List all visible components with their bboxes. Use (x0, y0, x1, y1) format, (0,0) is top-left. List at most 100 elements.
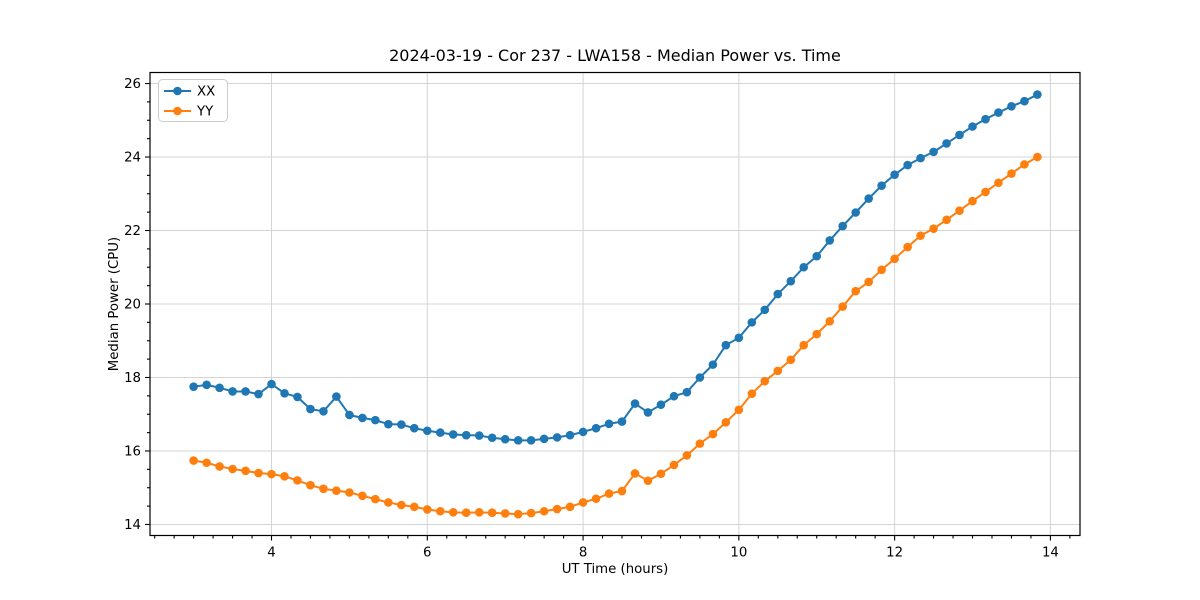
tick-label-layer: 4 6 8 10 12 14 14 16 18 20 22 24 26 (124, 77, 1059, 560)
legend-label-yy: YY (196, 105, 214, 120)
data-point-xx (903, 160, 912, 170)
data-point-yy (877, 265, 886, 275)
data-point-xx (578, 427, 588, 437)
data-point-xx (280, 388, 289, 398)
data-point-yy (500, 509, 510, 518)
data-point-xx (812, 251, 822, 261)
data-point-xx (981, 114, 990, 124)
data-point-xx (371, 415, 380, 425)
data-point-xx (864, 194, 873, 203)
data-point-yy (461, 508, 471, 518)
data-point-yy (293, 476, 302, 485)
y-axis-label: Median Power (CPU) (107, 237, 122, 371)
data-point-yy (241, 466, 250, 476)
y-tick-label-22: 22 (124, 224, 141, 239)
y-tick-label-16: 16 (124, 444, 141, 459)
y-tick-label-20: 20 (124, 298, 141, 313)
data-point-yy (734, 405, 744, 415)
data-point-xx (734, 333, 744, 343)
data-point-xx (721, 340, 731, 350)
data-point-xx (890, 170, 899, 179)
data-point-yy (669, 460, 679, 470)
legend-entry-yy: YY (164, 105, 214, 120)
y-tick-label-18: 18 (124, 371, 141, 386)
data-point-yy (306, 480, 315, 490)
data-point-xx (630, 399, 640, 408)
legend-marker-xx (173, 86, 182, 96)
data-point-xx (228, 387, 237, 396)
data-point-xx (747, 318, 757, 327)
data-point-yy (994, 178, 1003, 188)
data-point-yy (955, 206, 964, 215)
data-point-xx (916, 153, 925, 163)
data-point-yy (332, 486, 341, 495)
series-layer (189, 90, 1042, 519)
data-point-xx (682, 387, 692, 397)
data-point-yy (189, 456, 198, 465)
x-tick-label-4: 4 (267, 546, 275, 561)
data-point-yy (929, 224, 938, 233)
data-point-xx (968, 122, 977, 131)
data-point-xx (799, 262, 809, 272)
data-point-yy (708, 429, 718, 439)
data-point-xx (617, 417, 627, 426)
data-point-yy (215, 462, 224, 471)
data-point-xx (825, 236, 835, 245)
legend-frame (158, 79, 228, 122)
data-point-yy (916, 231, 925, 240)
data-point-xx (877, 181, 886, 190)
data-point-yy (578, 498, 588, 507)
data-point-xx (319, 407, 328, 416)
data-point-xx (851, 208, 860, 217)
data-point-xx (591, 423, 601, 433)
x-tick-label-8: 8 (579, 546, 587, 561)
data-point-yy (345, 488, 354, 497)
series-line-xx (193, 93, 1038, 442)
data-point-xx (267, 379, 276, 389)
data-point-xx (461, 430, 471, 440)
data-point-xx (604, 419, 614, 429)
data-point-yy (890, 254, 899, 264)
data-point-xx (500, 434, 510, 444)
data-point-xx (838, 221, 847, 231)
data-point-yy (812, 329, 822, 339)
legend-label-xx: XX (197, 85, 215, 100)
x-tick-label-6: 6 (423, 546, 431, 561)
data-point-xx (474, 431, 484, 440)
data-point-xx (929, 147, 938, 157)
data-point-yy (747, 389, 757, 398)
data-point-xx (1020, 96, 1029, 106)
data-point-xx (189, 382, 198, 391)
data-point-xx (422, 426, 432, 436)
data-point-yy (695, 439, 705, 448)
data-point-yy (228, 464, 237, 474)
data-point-yy (799, 340, 809, 350)
x-tick-label-10: 10 (730, 546, 747, 561)
data-point-yy (604, 489, 614, 498)
x-axis-label: UT Time (hours) (562, 562, 669, 577)
data-point-yy (422, 505, 432, 514)
data-point-yy (1020, 160, 1029, 169)
x-tick-label-14: 14 (1042, 546, 1059, 561)
data-point-xx (955, 130, 964, 140)
data-point-yy (643, 476, 653, 486)
data-point-yy (656, 469, 666, 479)
data-point-yy (202, 458, 211, 468)
data-point-xx (293, 392, 302, 402)
data-point-yy (358, 491, 367, 501)
data-point-yy (682, 451, 692, 460)
data-point-yy (552, 504, 562, 514)
data-point-xx (1007, 102, 1016, 111)
data-point-xx (487, 433, 497, 443)
data-point-yy (280, 472, 289, 481)
data-point-xx (202, 380, 211, 390)
data-point-xx (760, 305, 770, 315)
data-point-yy (786, 355, 796, 365)
tick-layer (145, 82, 1071, 541)
data-point-xx (643, 408, 653, 417)
data-point-xx (656, 400, 666, 409)
data-point-yy (474, 508, 484, 517)
data-point-xx (409, 423, 419, 433)
data-point-yy (409, 502, 419, 512)
data-point-yy (864, 277, 873, 287)
